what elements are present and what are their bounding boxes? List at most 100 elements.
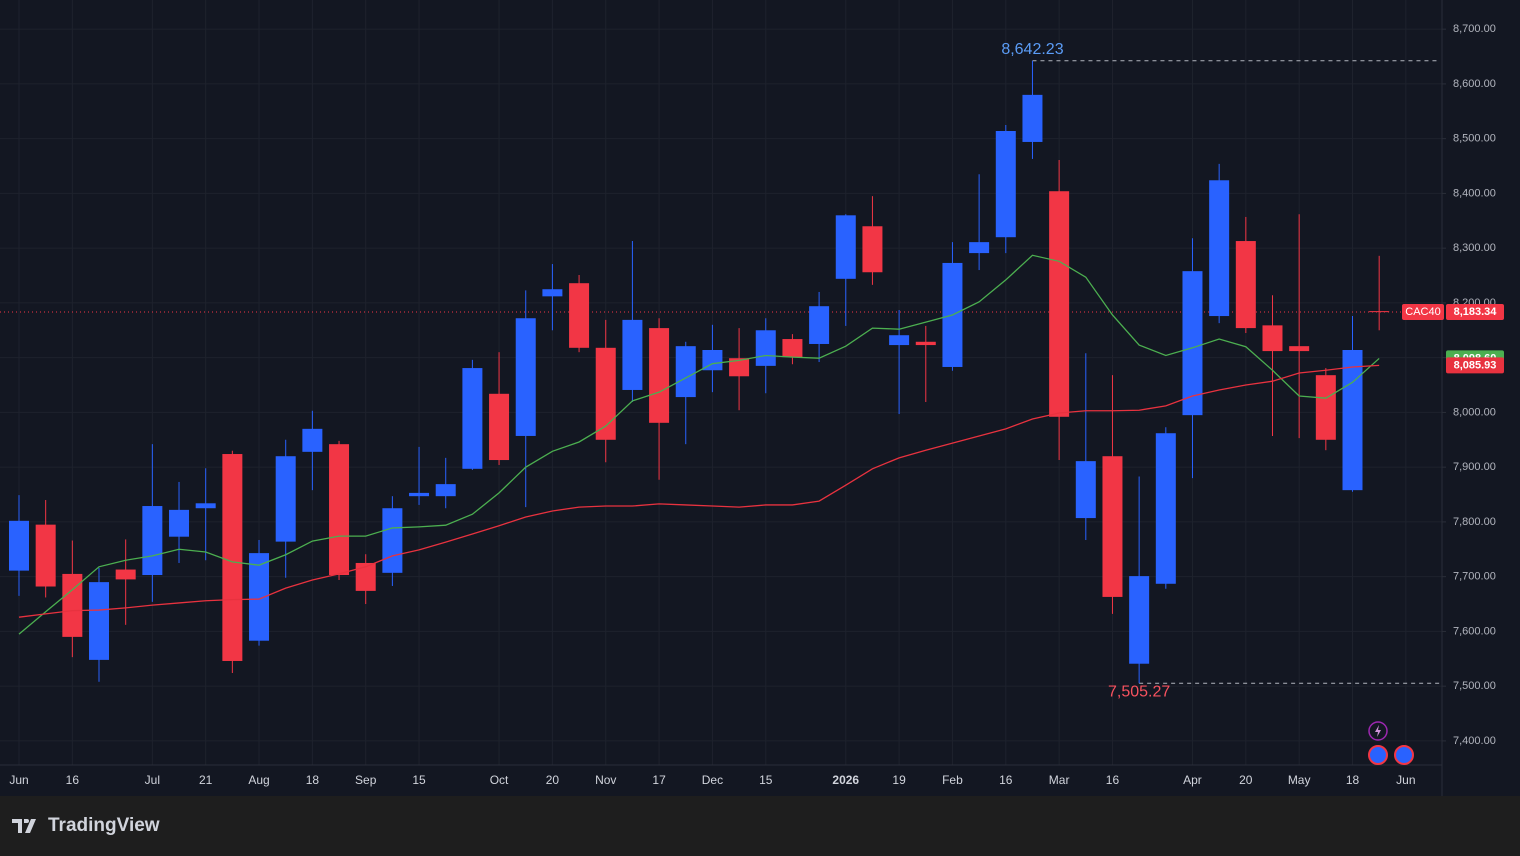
footer (0, 796, 1520, 856)
candle-body (835, 215, 856, 279)
ma-price-label: 8,085.93 (1454, 359, 1497, 371)
alert-icon (1368, 721, 1388, 741)
candle-body (542, 289, 563, 297)
candle-body (89, 582, 110, 660)
x-tick-label: 15 (412, 773, 426, 787)
candle-body (1209, 180, 1230, 317)
candle-body (569, 283, 590, 348)
x-tick-label: 18 (306, 773, 320, 787)
event-icon (1368, 745, 1388, 765)
y-tick-label: 8,400.00 (1453, 187, 1496, 199)
y-tick-label: 7,900.00 (1453, 461, 1496, 473)
candle-body (1342, 349, 1363, 491)
candle-body (1315, 375, 1336, 440)
candle-body (862, 226, 883, 273)
x-tick-label: Nov (595, 773, 616, 787)
x-tick-label: 16 (1106, 773, 1120, 787)
candle-body (1049, 191, 1070, 417)
x-tick-label: Oct (490, 773, 509, 787)
candle-body (729, 358, 750, 377)
x-tick-label: Jun (1396, 773, 1415, 787)
candle-body (1235, 241, 1256, 329)
last-price-label: 8,183.34 (1454, 306, 1498, 318)
candle-body (462, 368, 483, 469)
candle-body (115, 569, 136, 580)
candle-body (1155, 433, 1176, 584)
x-tick-label: Jun (9, 773, 28, 787)
candle-body (515, 318, 536, 436)
moving-average (18, 364, 1380, 618)
candle-body (409, 492, 430, 497)
candle-body (382, 508, 403, 573)
candle-body (969, 242, 990, 254)
candle-body (355, 562, 376, 591)
candle-body (195, 503, 216, 509)
alert-bolt (1375, 725, 1381, 737)
candle-body (1262, 325, 1283, 352)
candle-body (329, 444, 350, 576)
x-tick-label: Aug (248, 773, 269, 787)
x-tick-label: 20 (546, 773, 560, 787)
candle-body (1075, 461, 1096, 519)
x-tick-label: 17 (652, 773, 666, 787)
candle-body (35, 524, 56, 587)
candle-body (302, 428, 323, 452)
candle-body (1022, 94, 1043, 142)
candle-body (142, 506, 163, 576)
x-tick-label: 21 (199, 773, 213, 787)
y-tick-label: 7,800.00 (1453, 516, 1496, 528)
high-marker-label: 8,642.23 (1001, 41, 1063, 58)
candle-body (782, 339, 803, 358)
candle-body (915, 341, 936, 346)
symbol-label: CAC40 (1405, 306, 1440, 318)
x-tick-label: 19 (892, 773, 906, 787)
chart-background (0, 0, 1520, 796)
candle-body (222, 454, 243, 661)
candle-body (1182, 271, 1203, 416)
y-tick-label: 8,500.00 (1453, 133, 1496, 145)
tradingview-logo: TradingView (12, 815, 160, 836)
y-tick-label: 7,500.00 (1453, 680, 1496, 692)
y-tick-label: 7,700.00 (1453, 571, 1496, 583)
candle-body (1369, 311, 1390, 313)
candle-body (889, 335, 910, 346)
candle-body (995, 130, 1016, 238)
ma-price-tag (1446, 357, 1504, 374)
candle-body (675, 346, 696, 398)
y-tick-label: 8,700.00 (1453, 23, 1496, 35)
plot: 7,400.00 7,500.00 7,600.00 7,700.00 7,800.00… (0, 0, 1496, 787)
x-tick-label: Feb (942, 773, 963, 787)
x-tick-label: Dec (702, 773, 723, 787)
candle-body (649, 328, 670, 423)
candle-body (62, 573, 83, 637)
candle-body (1289, 346, 1310, 352)
x-tick-label: Apr (1183, 773, 1202, 787)
candle-body (9, 520, 29, 571)
x-tick-label: 20 (1239, 773, 1253, 787)
last-price-tag (1446, 304, 1504, 321)
x-tick-label: May (1288, 773, 1311, 787)
y-tick-label: 7,600.00 (1453, 625, 1496, 637)
indicator-icons (1368, 721, 1414, 765)
candle-body (275, 456, 296, 542)
candle-body (755, 330, 776, 366)
x-tick-label: 16 (999, 773, 1013, 787)
x-tick-label: Mar (1049, 773, 1070, 787)
candle-body (595, 347, 616, 440)
x-tick-label: 2026 (832, 773, 859, 787)
candle-body (489, 393, 510, 461)
candle-body (1102, 456, 1123, 597)
candle-body (169, 509, 190, 537)
x-tick-label: 16 (66, 773, 80, 787)
x-tick-label: Jul (145, 773, 160, 787)
x-tick-label: 15 (759, 773, 773, 787)
candle-body (1129, 576, 1150, 664)
x-tick-label: 18 (1346, 773, 1360, 787)
brand: TradingView (48, 815, 160, 836)
y-tick-label: 8,600.00 (1453, 78, 1496, 90)
y-tick-label: 8,300.00 (1453, 242, 1496, 254)
x-tick-label: Sep (355, 773, 377, 787)
event-icon (1394, 745, 1414, 765)
